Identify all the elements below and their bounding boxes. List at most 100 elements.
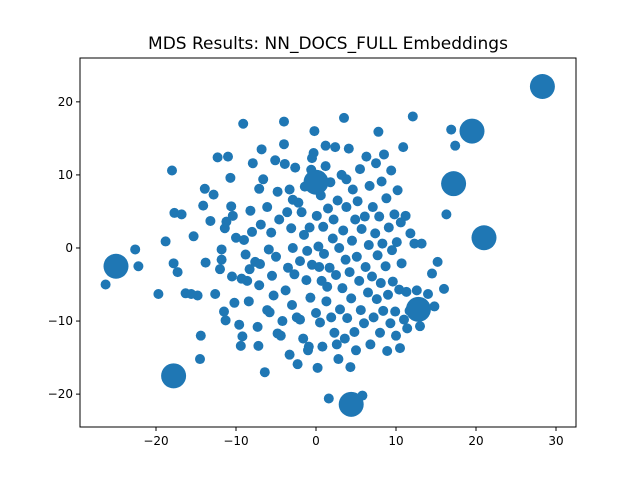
plot-frame (79, 57, 577, 428)
scatter-point (341, 174, 352, 185)
scatter-point (365, 339, 376, 350)
scatter-point (317, 341, 328, 352)
scatter-point (286, 223, 297, 234)
scatter-point (368, 312, 379, 323)
scatter-point (429, 301, 440, 312)
scatter-point-large (459, 118, 485, 144)
y-axis: −20 −10 0 10 20 (48, 95, 80, 401)
y-tick-label: −10 (48, 314, 73, 328)
scatter-point (226, 201, 237, 212)
scatter-point-large (161, 363, 187, 389)
scatter-point (280, 285, 291, 296)
scatter-point-large (103, 253, 129, 279)
scatter-point (341, 202, 352, 213)
scatter-point (236, 273, 247, 284)
scatter-point (322, 281, 333, 292)
scatter-point (400, 210, 411, 221)
scatter-point (305, 292, 316, 303)
scatter-point (379, 149, 389, 160)
scatter-point (385, 318, 396, 329)
scatter-point (326, 312, 337, 323)
scatter-point (391, 330, 401, 341)
scatter-point (244, 264, 255, 275)
x-tick-label: −10 (223, 434, 248, 448)
scatter-point (441, 209, 452, 220)
scatter-point (210, 289, 221, 300)
scatter-point (259, 367, 270, 378)
scatter-point (284, 349, 295, 360)
scatter-point (208, 189, 219, 200)
scatter-point (354, 275, 365, 286)
scatter-point-large (529, 73, 555, 99)
scatter-point (311, 210, 322, 221)
scatter-point (331, 339, 342, 350)
scatter-point (395, 343, 405, 354)
scatter-point (386, 165, 397, 176)
scatter-point (314, 261, 325, 272)
scatter-point (323, 393, 334, 404)
scatter-point (256, 144, 267, 155)
scatter-point (324, 262, 335, 273)
y-tick-label: 20 (58, 95, 73, 109)
scatter-point (387, 276, 398, 287)
scatter-point (254, 280, 265, 291)
scatter-point (409, 238, 420, 249)
scatter-point (391, 237, 402, 248)
scatter-point (389, 209, 400, 220)
scatter-point (253, 340, 264, 351)
scatter-point (335, 304, 345, 315)
chart-title: MDS Results: NN_DOCS_FULL Embeddings (148, 34, 508, 54)
scatter-point (390, 306, 401, 317)
scatter-point (439, 283, 449, 294)
scatter-point (247, 226, 257, 237)
scatter-point (415, 321, 425, 332)
scatter-point (332, 195, 343, 206)
scatter-point (295, 314, 305, 325)
scatter-point (289, 269, 300, 280)
scatter-point (239, 234, 249, 245)
x-tick-label: 0 (312, 434, 320, 448)
scatter-point (321, 296, 332, 307)
scatter-point (375, 327, 385, 338)
scatter-point (199, 183, 210, 194)
scatter-point (446, 124, 457, 135)
scatter-point (229, 297, 240, 308)
scatter-point (331, 270, 341, 281)
scatter-point (423, 289, 433, 300)
scatter-point (221, 216, 232, 227)
scatter-point (405, 228, 416, 239)
scatter-point (243, 296, 254, 307)
y-tick-label: 0 (65, 241, 73, 255)
scatter-point (323, 203, 333, 214)
scatter-point (238, 118, 249, 129)
scatter-point (312, 362, 323, 373)
scatter-point (186, 289, 197, 300)
y-tick-label: 10 (58, 168, 73, 182)
scatter-point (245, 205, 256, 216)
scatter-point (328, 214, 339, 225)
scatter-point (407, 111, 418, 122)
scatter-point (270, 155, 281, 166)
scatter-point (283, 262, 293, 273)
scatter-point (350, 214, 361, 225)
scatter-point (272, 186, 283, 197)
scatter-point (346, 293, 357, 304)
scatter-point (432, 256, 443, 267)
scatter-point (396, 258, 407, 269)
scatter-point (347, 235, 357, 246)
scatter-point (340, 254, 351, 265)
scatter-point (351, 251, 362, 262)
scatter-point (235, 340, 246, 351)
scatter-point (375, 278, 386, 289)
scatter-point (339, 112, 349, 123)
scatter-point (398, 142, 409, 153)
scatter-point (338, 225, 349, 236)
scatter-point (252, 321, 263, 332)
scatter-point (212, 152, 223, 163)
scatter-point (320, 161, 331, 172)
scatter-point (352, 196, 363, 207)
scatter-point (133, 261, 144, 272)
scatter-point (262, 202, 273, 213)
scatter-point (272, 328, 283, 339)
